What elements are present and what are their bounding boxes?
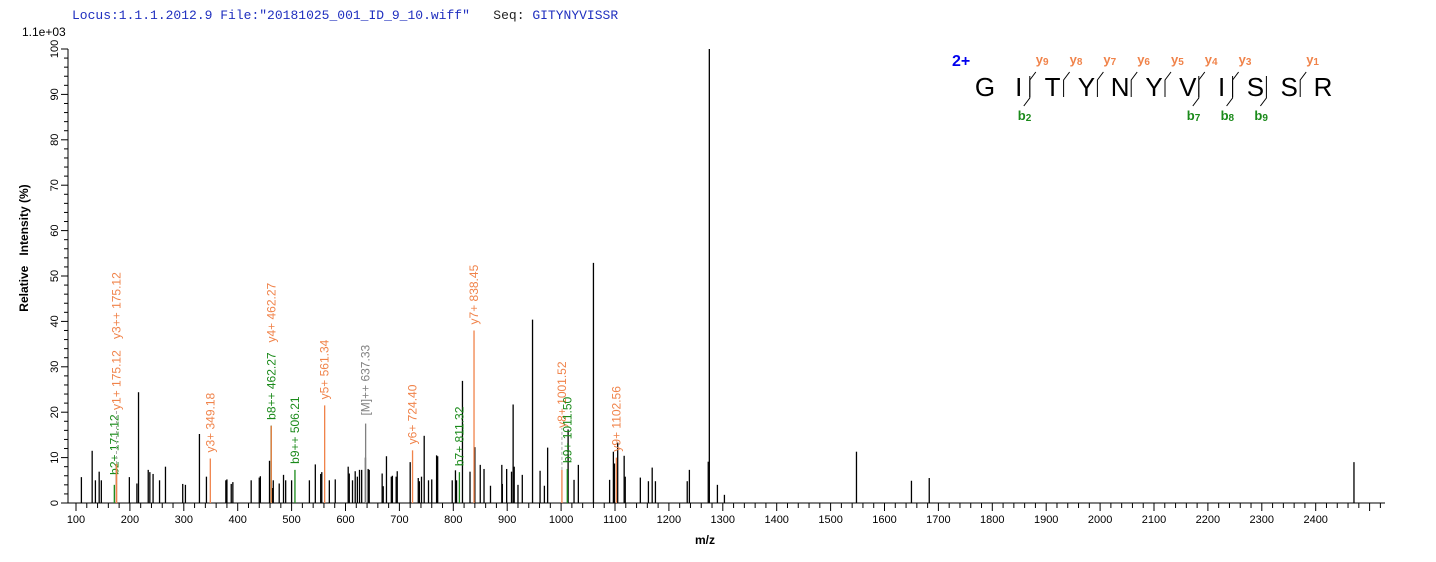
peak-annotation: b8++ 462.27 [264,352,278,420]
y-tick-label: 10 [49,451,61,463]
y-ion-marker [1164,71,1172,97]
y-ion-label: y5 [1171,52,1184,68]
x-tick-label: 100 [67,514,85,526]
y-ion-label: y3 [1239,52,1252,68]
x-tick-label: 700 [390,514,408,526]
x-tick-label: 900 [498,514,516,526]
y-ion-label: y9 [1036,52,1049,68]
x-tick-label: 200 [121,514,139,526]
locus-text: Locus:1.1.1.2012.9 [72,8,213,23]
y-ion-marker [1063,71,1070,97]
y-tick-label: 30 [49,361,61,373]
y-ion-label: y7 [1103,52,1116,68]
y-tick-label: 0 [49,500,61,506]
sequence-residue: S [1247,72,1264,102]
sequence-residue: T [1045,72,1061,102]
peak-annotation: y6+ 724.40 [406,384,420,444]
b-ion-marker [1226,76,1234,107]
y-tick-label: 90 [49,88,61,100]
y-tick-label: 60 [49,224,61,236]
y-ion-marker [1096,71,1104,97]
y-tick-label: 40 [49,315,61,327]
b-ion-marker [1023,76,1031,107]
x-tick-label: 1400 [764,514,788,526]
axes: 100 200 300 400 500 600 700 800 900 1000 1100 1200 1… [49,40,1385,526]
file-text: File:"20181025_001_ID_9_10.wiff" [220,8,470,23]
x-tick-label: 400 [229,514,247,526]
x-tick-label: 2200 [1196,514,1220,526]
x-tick-label: 1100 [603,514,627,526]
x-tick-label: 2400 [1303,514,1327,526]
y-ion-label: y4 [1205,52,1218,68]
spectrum-header: Locus:1.1.1.2012.9 File:"20181025_001_ID… [72,8,618,23]
peaks [80,49,1355,503]
y-tick-label: 20 [49,406,61,418]
x-tick-label: 2000 [1088,514,1112,526]
sequence-residue: Y [1078,72,1095,102]
y-axis-title: Relative Intensity (%) [17,184,31,311]
x-tick-label: 1000 [549,514,573,526]
y-tick-label: 70 [49,179,61,191]
b-ion-label: b2 [1018,108,1032,124]
x-tick-label: 1300 [711,514,735,526]
sequence-residue: G [975,72,995,102]
peak-annotation: b9+ 1011.50 [560,396,574,463]
peak-annotation: y1+ 175.12 [109,350,123,410]
sequence-residue: V [1179,72,1197,102]
intensity-scale-label: 1.1e+03 [22,25,66,39]
y-ion-marker [1198,71,1206,97]
sequence-residue: N [1111,72,1130,102]
peak-annotation: y9+ 1102.56 [609,386,623,452]
peak-annotation: b7+ 811.32 [452,406,466,466]
y-ion-label: y6 [1137,52,1150,68]
b-ion-marker [1260,76,1267,107]
y-ion-marker [1299,71,1307,97]
b-ion-marker [1192,76,1200,107]
x-tick-label: 2300 [1250,514,1274,526]
y-ion-marker [1029,71,1037,97]
peak-annotation: y4+ 462.27 [264,282,278,342]
sequence-residue: R [1314,72,1333,102]
x-tick-label: 500 [282,514,300,526]
b-ion-label: b8 [1221,108,1235,124]
peak-annotation: y3++ 175.12 [109,272,123,339]
seq-value: GITYNYVISSR [532,8,619,23]
b-ion-label: b7 [1187,108,1201,124]
x-tick-label: 1500 [818,514,842,526]
y-tick-label: 100 [49,40,61,58]
x-tick-label: 2100 [1142,514,1166,526]
x-tick-label: 1200 [657,514,681,526]
x-tick-label: 300 [175,514,193,526]
y-ion-marker [1232,71,1239,97]
peak-annotation: y5+ 561.34 [318,339,332,399]
sequence-residue: Y [1145,72,1162,102]
x-tick-label: 600 [336,514,354,526]
annotations: b2+ 171.12 y1+ 175.12 y3++ 175.12 y3+ 349.1… [107,264,623,503]
x-tick-label: 1800 [980,514,1004,526]
y-tick-label: 50 [49,270,61,282]
x-tick-label: 1700 [926,514,950,526]
sequence-residue: S [1281,72,1298,102]
x-tick-label: 1600 [872,514,896,526]
peak-annotation: b9++ 506.21 [288,396,302,464]
sequence-residue: I [1218,72,1225,102]
seq-label: Seq: [493,8,525,23]
peak-annotation: b2+ 171.12 [107,414,121,475]
peak-annotation: y8+ 1001.52 [555,361,569,428]
sequence-residue: I [1015,72,1022,102]
x-tick-label: 800 [444,514,462,526]
y-ion-marker [1130,71,1138,97]
peak-annotation: y7+ 838.45 [467,264,481,324]
x-axis-title: m/z [695,533,715,547]
charge-state: 2+ [952,53,970,70]
y-tick-label: 80 [49,134,61,146]
b-ion-label: b9 [1254,108,1268,124]
y-ion-label: y1 [1306,52,1319,68]
y-ion-label: y8 [1070,52,1083,68]
x-tick-label: 1900 [1034,514,1058,526]
peak-annotation: [M]++ 637.33 [359,345,373,416]
peak-annotation: y3+ 349.18 [203,392,217,452]
